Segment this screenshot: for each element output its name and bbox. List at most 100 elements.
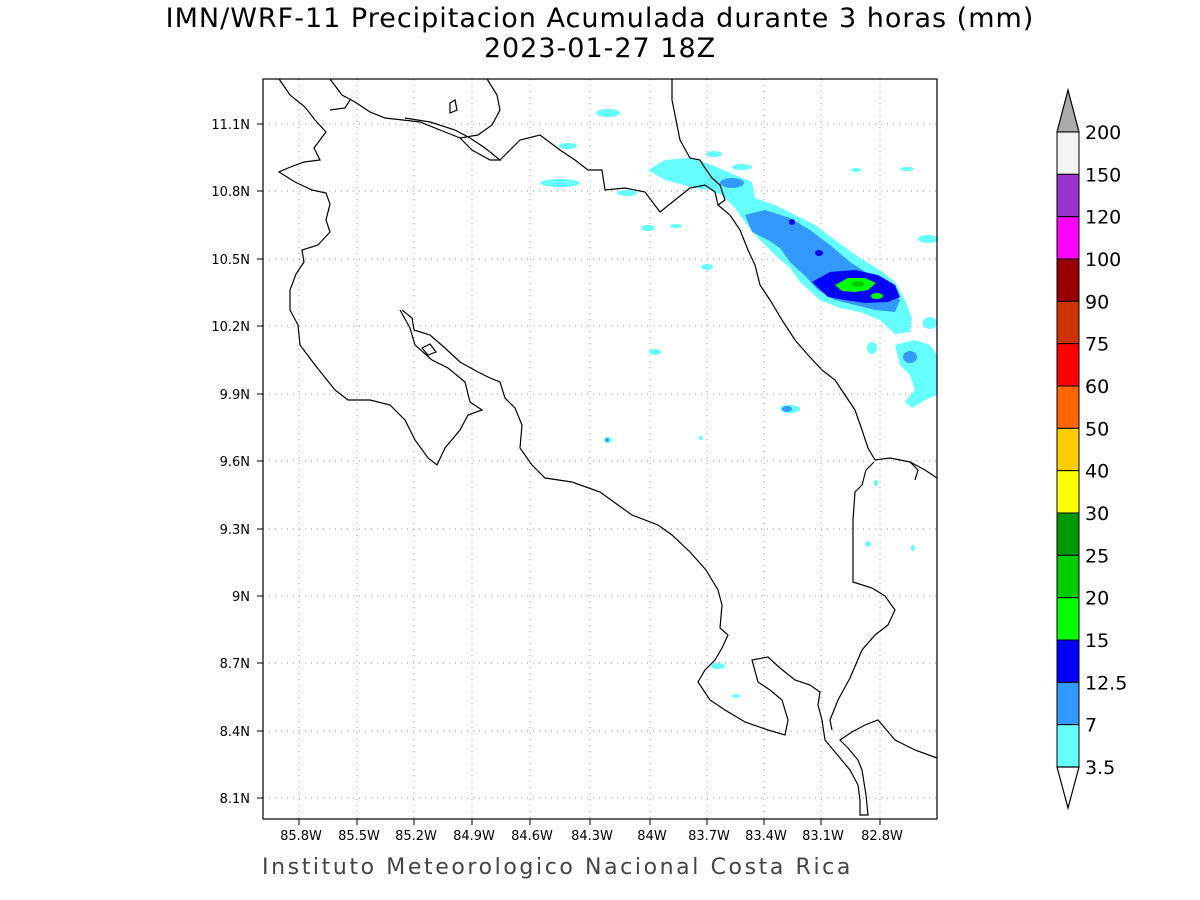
precip-peak-core (852, 281, 864, 287)
precip-peak-2 (871, 293, 883, 299)
colorbar-swatch (1056, 512, 1080, 556)
colorbar-level-label: 25 (1085, 545, 1109, 567)
lon-tick-label: 82.8W (861, 829, 903, 844)
lat-tick-label: 9.9N (220, 388, 250, 403)
precip-cell (900, 167, 914, 171)
map-subtitle-date: 2023-01-27 18Z (483, 33, 717, 64)
colorbar-swatch (1056, 724, 1080, 768)
precip-cell (605, 438, 609, 442)
precip-cell (732, 164, 752, 170)
lon-tick-label: 84.6W (511, 829, 553, 844)
footer-credit: Instituto Meteorologico Nacional Costa R… (262, 855, 853, 880)
lat-tick-label: 10.8N (211, 185, 250, 200)
precip-cell (649, 349, 661, 355)
precip-cell (851, 168, 861, 172)
lat-tick-label: 9.3N (220, 523, 250, 538)
lon-tick-label: 85.8W (280, 829, 322, 844)
colorbar-swatch (1056, 427, 1080, 472)
precip-cell (782, 406, 792, 412)
precip-cell (720, 178, 744, 188)
precip-cell (670, 224, 682, 228)
colorbar-swatch (1056, 639, 1080, 683)
map-frame-bg (263, 79, 937, 819)
precip-cell (699, 436, 703, 440)
colorbar-level-label: 50 (1085, 418, 1109, 440)
precip-cell (540, 179, 580, 187)
colorbar-swatch (1056, 554, 1080, 599)
lat-tick-label: 8.7N (220, 657, 250, 672)
precipitation-field (540, 109, 938, 698)
colorbar-level-label: 30 (1085, 503, 1109, 525)
precip-cell (641, 225, 655, 231)
precip-cell (711, 663, 725, 669)
lake-nicaragua-shore (459, 78, 501, 139)
lon-tick-label: 83.1W (802, 829, 844, 844)
colorbar-level-label: 100 (1085, 249, 1121, 271)
colorbar-level-label: 120 (1085, 207, 1121, 229)
caribbean-coast (717, 204, 938, 479)
northern-border (499, 79, 726, 213)
lat-tick-label: 9N (232, 590, 250, 605)
border-segment (329, 99, 351, 111)
precip-cell (701, 264, 713, 270)
colorbar-level-label: 15 (1085, 630, 1109, 652)
colorbar-legend: 200 150 120 100 90 75 60 50 40 30 25 20 15 12.5 7 3.5 (1056, 87, 1127, 811)
colorbar-swatch (1056, 597, 1080, 641)
colorbar-swatch (1056, 173, 1080, 218)
axis-ticks (257, 123, 881, 825)
precip-cell (596, 109, 620, 117)
grid-lines (263, 79, 937, 819)
colorbar-underflow-arrow (1056, 766, 1080, 811)
precip-cell (874, 480, 878, 486)
lon-tick-label: 83.7W (688, 829, 730, 844)
map-frame-border (262, 78, 938, 820)
pacific-coast-south (401, 309, 938, 816)
colorbar-level-label: 3.5 (1085, 757, 1115, 779)
lon-axis-labels: 85.8W 85.5W 85.2W 84.9W 84.6W 84.3W 84W … (280, 829, 903, 844)
colorbar-level-label: 200 (1085, 122, 1121, 144)
precip-cell (617, 190, 637, 196)
colorbar-level-label: 12.5 (1085, 672, 1127, 694)
lat-tick-label: 8.1N (220, 792, 250, 807)
map-title: IMN/WRF-11 Precipitacion Acumulada duran… (165, 3, 1035, 34)
lon-tick-label: 84.3W (571, 829, 613, 844)
colorbar-swatch (1056, 216, 1080, 260)
colorbar-level-label: 20 (1085, 588, 1109, 610)
lat-tick-label: 9.6N (220, 455, 250, 470)
pacific-coast-north (277, 78, 484, 466)
lon-tick-label: 85.5W (338, 829, 380, 844)
colorbar-level-label: 60 (1085, 376, 1109, 398)
lake-island (449, 99, 458, 114)
precip-cell (732, 694, 740, 698)
colorbar-level-label: 90 (1085, 291, 1109, 313)
colorbar-level-label: 7 (1085, 715, 1097, 737)
colorbar-swatch (1056, 681, 1080, 726)
lat-tick-label: 10.2N (211, 320, 250, 335)
colorbar-swatch (1056, 343, 1080, 387)
lat-axis-labels: 11.1N 10.8N 10.5N 10.2N 9.9N 9.6N 9.3N 9… (211, 118, 250, 807)
precip-cell (706, 151, 722, 157)
colorbar-overflow-arrow (1056, 87, 1080, 133)
lon-tick-label: 85.2W (395, 829, 437, 844)
colorbar-level-label: 75 (1085, 334, 1109, 356)
colorbar-swatch (1056, 385, 1080, 429)
isla-chira (421, 343, 437, 356)
precip-cell (815, 250, 823, 256)
lat-tick-label: 11.1N (211, 118, 250, 133)
precip-cell (911, 545, 915, 551)
lat-tick-label: 10.5N (211, 253, 250, 268)
lon-tick-label: 83.4W (745, 829, 787, 844)
coastline-borders (277, 78, 938, 816)
lon-tick-label: 84.9W (453, 829, 495, 844)
precip-cell (923, 317, 937, 329)
precip-cell (789, 219, 795, 225)
precip-cell (918, 235, 938, 243)
colorbar-swatch (1056, 470, 1080, 514)
precip-cell (559, 143, 577, 149)
coast-detail (909, 461, 919, 481)
colorbar-level-label: 40 (1085, 461, 1109, 483)
precip-cell (903, 351, 917, 363)
panama-border (829, 461, 896, 731)
colorbar-swatch (1056, 131, 1080, 175)
